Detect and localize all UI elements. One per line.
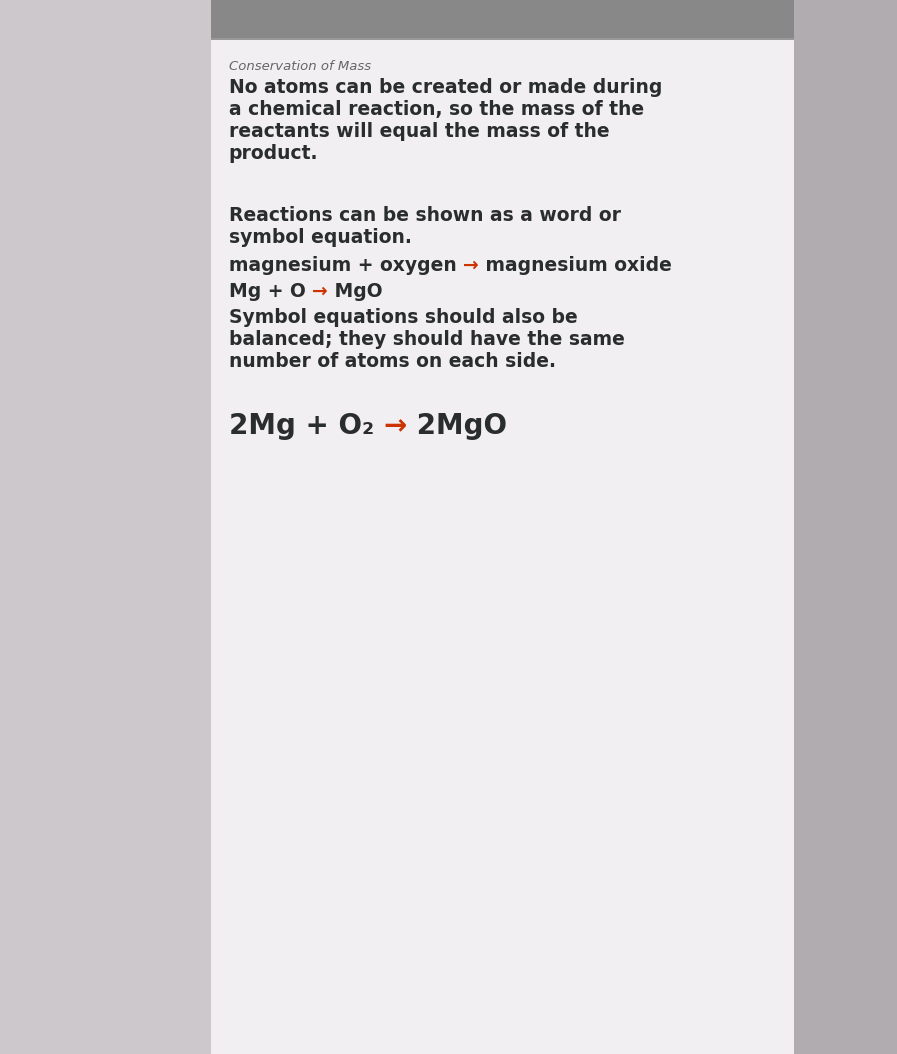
Text: 2MgO: 2MgO [407, 412, 507, 440]
Text: Reactions can be shown as a word or: Reactions can be shown as a word or [229, 206, 621, 225]
Text: →: → [384, 412, 407, 440]
Text: Conservation of Mass: Conservation of Mass [229, 60, 371, 73]
Text: magnesium oxide: magnesium oxide [479, 256, 672, 275]
Text: →: → [463, 256, 479, 275]
Text: 2Mg + O₂: 2Mg + O₂ [229, 412, 384, 440]
Text: number of atoms on each side.: number of atoms on each side. [229, 352, 556, 371]
Text: Symbol equations should also be: Symbol equations should also be [229, 308, 578, 327]
Text: a chemical reaction, so the mass of the: a chemical reaction, so the mass of the [229, 100, 644, 119]
Text: Mg + O: Mg + O [229, 282, 312, 301]
Text: reactants will equal the mass of the: reactants will equal the mass of the [229, 122, 609, 141]
Text: balanced; they should have the same: balanced; they should have the same [229, 330, 624, 349]
Text: product.: product. [229, 144, 318, 163]
Bar [0, 0, 211, 1054]
Bar [794, 0, 897, 1054]
Bar [211, 38, 794, 40]
Text: MgO: MgO [328, 282, 382, 301]
Bar [211, 0, 794, 1054]
Text: magnesium + oxygen: magnesium + oxygen [229, 256, 463, 275]
Text: symbol equation.: symbol equation. [229, 228, 412, 247]
Text: →: → [312, 282, 328, 301]
Bar [211, 0, 794, 38]
Text: No atoms can be created or made during: No atoms can be created or made during [229, 78, 662, 97]
